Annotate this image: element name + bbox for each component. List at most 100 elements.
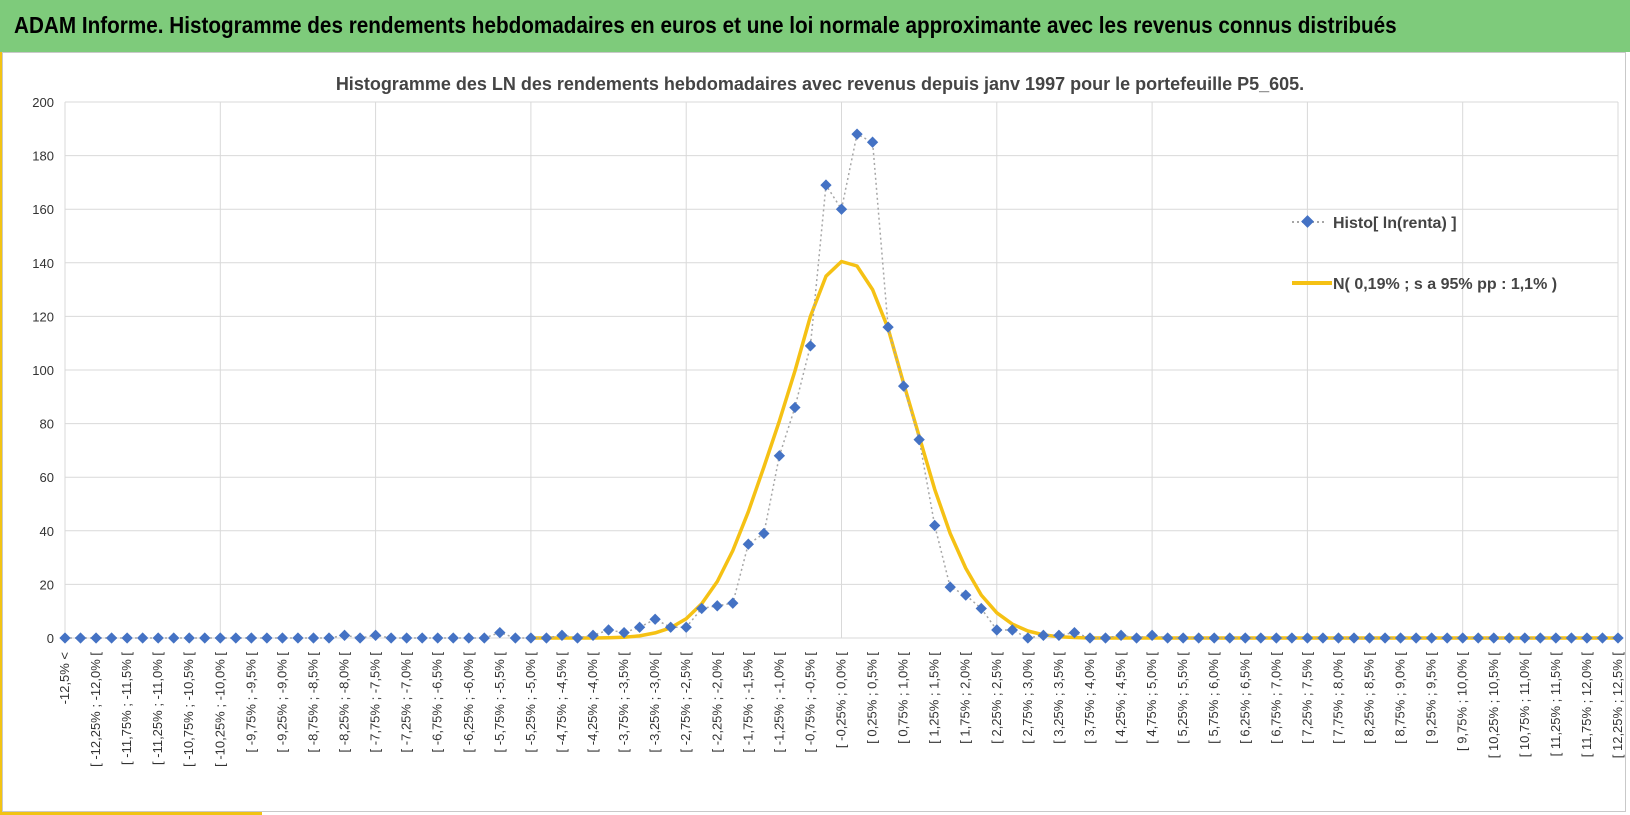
x-tick-label: [ -3,75% ; -3,5% [ bbox=[616, 652, 631, 753]
histogram-series bbox=[59, 128, 1624, 644]
y-tick-label: 100 bbox=[32, 363, 54, 378]
histogram-point bbox=[74, 632, 87, 644]
histogram-point bbox=[416, 632, 428, 644]
histogram-point bbox=[820, 179, 832, 191]
x-tick-label: [ -11,75% ; -11,5% [ bbox=[119, 652, 134, 765]
histogram-point bbox=[447, 632, 459, 644]
histogram-point bbox=[1193, 632, 1205, 644]
histogram-point bbox=[338, 629, 351, 641]
histogram-point bbox=[913, 434, 925, 446]
histogram-point bbox=[944, 581, 956, 593]
x-tick-label: [ 12,25% ; 12,5% [ bbox=[1610, 652, 1625, 759]
x-tick-label: [ 5,75% ; 6,0% [ bbox=[1206, 652, 1221, 744]
x-tick-label: [ 11,25% ; 11,5% [ bbox=[1548, 652, 1563, 757]
axes: 0 20 40 60 80 100 120 140 160 180 200 -12,5% < [ -12… bbox=[32, 95, 1625, 767]
histogram-point bbox=[245, 632, 258, 644]
histogram-point bbox=[432, 632, 444, 644]
x-tick-label: [ 2,75% ; 3,0% [ bbox=[1020, 652, 1035, 744]
x-tick-label: [ 9,25% ; 9,5% [ bbox=[1424, 652, 1439, 744]
y-tick-label: 180 bbox=[32, 149, 54, 164]
histogram-point bbox=[1534, 632, 1547, 644]
histogram-point bbox=[385, 632, 397, 644]
histogram-point bbox=[1255, 632, 1267, 644]
histogram-point bbox=[494, 626, 506, 639]
x-tick-label: [ 4,25% ; 4,5% [ bbox=[1113, 652, 1128, 744]
x-tick-label: [ -7,25% ; -7,0% [ bbox=[399, 652, 414, 753]
histogram-point bbox=[1472, 632, 1484, 644]
histogram-point bbox=[602, 624, 615, 636]
histogram-point bbox=[742, 538, 754, 550]
histogram-point bbox=[929, 519, 941, 532]
x-tick-label: [ 9,75% ; 10,0% [ bbox=[1455, 652, 1470, 751]
histogram-point bbox=[773, 450, 786, 462]
x-tick-label: [ -12,25% ; -12,0% [ bbox=[88, 652, 103, 767]
histogram-point bbox=[525, 632, 537, 644]
x-tick-label: [ -10,75% ; -10,5% [ bbox=[181, 652, 196, 767]
histogram-point bbox=[587, 629, 599, 641]
normal-curve-series bbox=[530, 259, 1618, 640]
x-tick-label: [ -8,75% ; -8,5% [ bbox=[305, 652, 320, 753]
histogram-point bbox=[478, 632, 490, 644]
histogram-point bbox=[1115, 629, 1127, 641]
histogram-point bbox=[1410, 632, 1422, 644]
histogram-point bbox=[1581, 632, 1593, 644]
histogram-point bbox=[649, 613, 661, 625]
histogram-point bbox=[789, 401, 801, 414]
histogram-point bbox=[168, 632, 180, 644]
histogram-point bbox=[1612, 632, 1624, 644]
x-tick-label: [ 5,25% ; 5,5% [ bbox=[1175, 652, 1190, 744]
histogram-point bbox=[509, 632, 522, 644]
x-tick-label: [ 8,25% ; 8,5% [ bbox=[1362, 652, 1377, 744]
x-tick-label: [ -4,75% ; -4,5% [ bbox=[554, 652, 569, 753]
x-tick-label: [ 3,25% ; 3,5% [ bbox=[1051, 652, 1066, 744]
x-tick-label: [ 0,25% ; 0,5% [ bbox=[865, 652, 880, 744]
chart-frame bbox=[2, 52, 1626, 812]
x-tick-label: [ 3,75% ; 4,0% [ bbox=[1082, 652, 1097, 744]
y-tick-label: 20 bbox=[40, 577, 54, 592]
legend: Histo[ ln(renta) ] N( 0,19% ; s a 95% pp… bbox=[1292, 215, 1557, 293]
histogram-point bbox=[1394, 632, 1407, 644]
x-tick-label: [ -8,25% ; -8,0% [ bbox=[337, 652, 352, 753]
x-tick-label: [ 11,75% ; 12,0% [ bbox=[1579, 652, 1594, 758]
histogram-point bbox=[1224, 632, 1236, 644]
histogram-point bbox=[276, 632, 289, 644]
histogram-point bbox=[618, 626, 630, 639]
histogram-point bbox=[1006, 624, 1018, 636]
x-tick-label: [ 1,25% ; 1,5% [ bbox=[927, 652, 942, 744]
x-tick-label: [ 2,25% ; 2,5% [ bbox=[989, 652, 1004, 744]
histogram-point bbox=[1317, 632, 1329, 644]
x-tick-label: [ 0,75% ; 1,0% [ bbox=[896, 652, 911, 744]
histogram-point bbox=[1457, 632, 1469, 644]
histogram-point bbox=[835, 203, 848, 215]
x-tick-label: [ -2,75% ; -2,5% [ bbox=[678, 652, 693, 753]
histogram-point bbox=[307, 632, 320, 644]
histogram-point bbox=[851, 128, 863, 140]
x-tick-label: [ 6,75% ; 7,0% [ bbox=[1268, 652, 1283, 744]
histogram-point bbox=[401, 632, 413, 644]
histogram-point bbox=[1348, 632, 1360, 644]
histogram-point bbox=[354, 632, 366, 644]
histogram-point bbox=[90, 632, 102, 644]
histogram-point bbox=[991, 624, 1003, 636]
x-tick-label: [ -5,25% ; -5,0% [ bbox=[523, 652, 538, 753]
histogram-point bbox=[1301, 632, 1314, 644]
histogram-point bbox=[1270, 632, 1282, 644]
accent-bar-bottom bbox=[0, 810, 262, 815]
histogram-point bbox=[183, 632, 195, 644]
x-tick-label: [ 7,75% ; 8,0% [ bbox=[1330, 652, 1345, 744]
histogram-point bbox=[960, 589, 972, 601]
histogram-point bbox=[1022, 632, 1034, 644]
histogram-point bbox=[1208, 632, 1220, 644]
histogram-point bbox=[369, 629, 382, 641]
histogram-point bbox=[1239, 632, 1251, 644]
histogram-point bbox=[1379, 632, 1391, 644]
x-tick-label: [ -6,75% ; -6,5% [ bbox=[430, 652, 445, 753]
histogram-point bbox=[1332, 632, 1345, 644]
x-tick-label: [ 7,25% ; 7,5% [ bbox=[1299, 652, 1314, 744]
histogram-point bbox=[292, 632, 304, 644]
y-tick-label: 160 bbox=[32, 202, 54, 217]
x-tick-label: [ 6,25% ; 6,5% [ bbox=[1237, 652, 1252, 744]
histogram-point bbox=[1037, 629, 1050, 641]
histogram-point bbox=[1550, 632, 1562, 644]
histogram-point bbox=[1053, 629, 1065, 641]
